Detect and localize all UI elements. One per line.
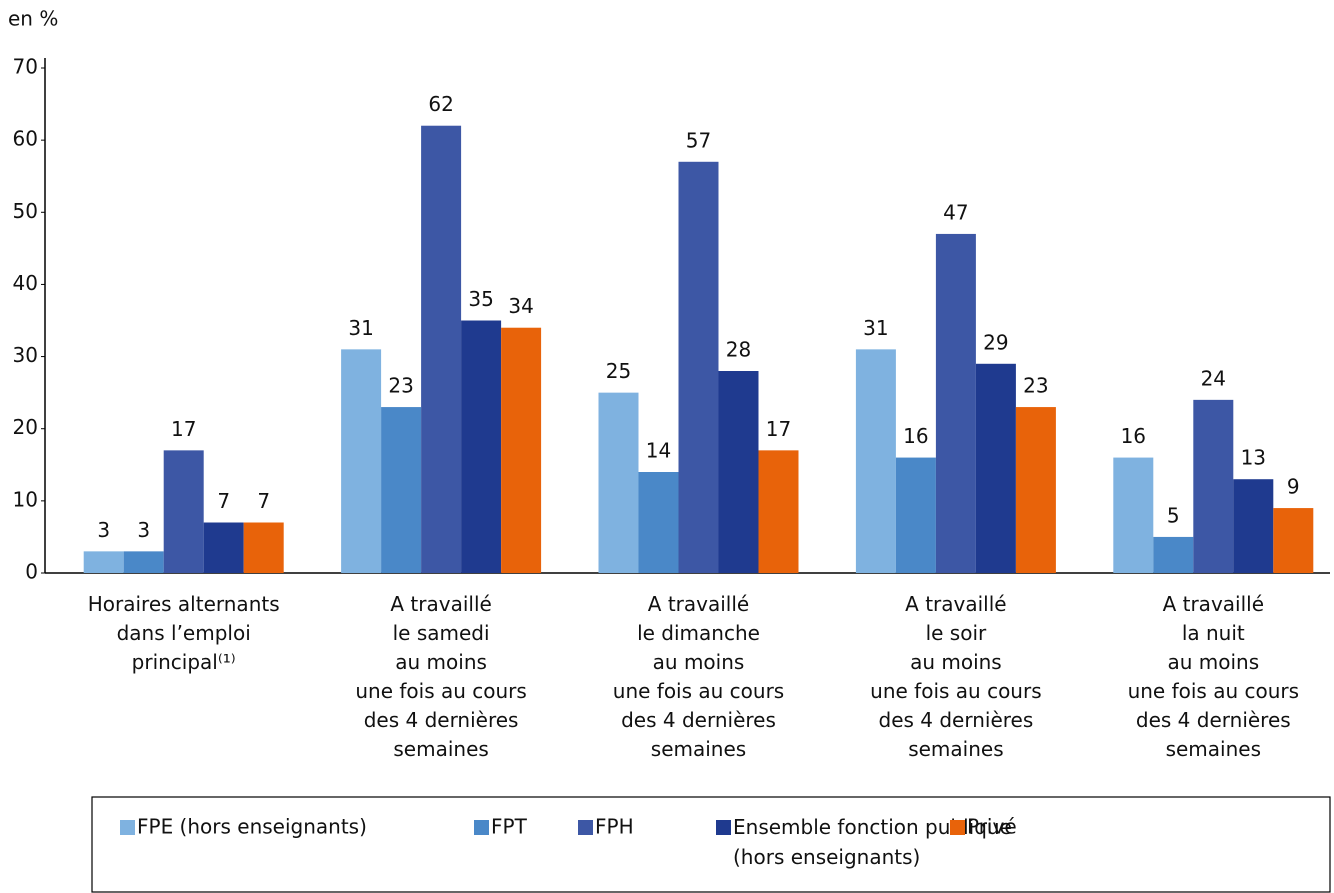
value-label: 31 (863, 316, 888, 340)
bar (598, 392, 639, 573)
value-label: 16 (903, 424, 928, 448)
y-axis-label: en % (8, 7, 58, 31)
bar (243, 522, 284, 573)
bar (1273, 508, 1314, 573)
bar (935, 233, 976, 573)
value-label: 57 (686, 128, 711, 152)
legend-swatch (950, 820, 965, 835)
bar (203, 522, 244, 573)
x-tick-label: A travaillé le dimanche au moins une fois a… (613, 592, 784, 761)
value-label: 34 (508, 294, 533, 318)
value-label: 31 (348, 316, 373, 340)
bar (1233, 479, 1274, 573)
y-tick-label: 20 (13, 415, 38, 439)
bar (1015, 407, 1056, 573)
bar (975, 363, 1016, 573)
bar (381, 407, 422, 573)
legend-swatch (120, 820, 135, 835)
legend-label: Ensemble fonction publique (hors enseigna… (733, 815, 1012, 869)
value-label: 24 (1201, 366, 1226, 390)
value-label: 9 (1287, 475, 1300, 499)
y-tick-label: 10 (13, 487, 38, 511)
bar (1193, 399, 1234, 573)
bar (855, 349, 896, 573)
legend-label: FPH (595, 815, 634, 839)
bar (461, 320, 502, 573)
legend-label: FPE (hors enseignants) (137, 815, 367, 839)
bar (83, 551, 124, 573)
bar (421, 125, 462, 573)
bar (718, 371, 759, 573)
y-tick-label: 50 (13, 199, 38, 223)
legend-label: FPT (491, 815, 528, 839)
bar (163, 450, 204, 573)
value-label: 35 (468, 287, 493, 311)
bar (123, 551, 164, 573)
bar (1113, 457, 1154, 573)
value-label: 13 (1241, 446, 1266, 470)
value-label: 3 (137, 518, 150, 542)
legend-label: Privé (967, 815, 1017, 839)
y-tick-label: 30 (13, 343, 38, 367)
legend-box (91, 796, 1331, 893)
value-label: 16 (1121, 424, 1146, 448)
value-label: 47 (943, 200, 968, 224)
y-tick-label: 0 (25, 560, 38, 584)
legend-swatch (716, 820, 731, 835)
value-label: 17 (766, 417, 791, 441)
value-label: 7 (217, 489, 230, 513)
value-label: 62 (428, 92, 453, 116)
value-label: 28 (726, 338, 751, 362)
bar (1153, 536, 1194, 573)
bar (895, 457, 936, 573)
bar (638, 472, 679, 573)
x-tick-label: A travaillé le soir au moins une fois au co… (870, 592, 1041, 761)
y-tick-label: 40 (13, 271, 38, 295)
value-label: 17 (171, 417, 196, 441)
value-label: 3 (97, 518, 110, 542)
y-tick-label: 60 (13, 127, 38, 151)
value-label: 29 (983, 330, 1008, 354)
x-tick-label: A travaillé la nuit au moins une fois au co… (1128, 592, 1299, 761)
value-label: 7 (257, 489, 270, 513)
bar (501, 327, 542, 573)
value-label: 14 (646, 439, 671, 463)
x-tick-label: A travaillé le samedi au moins une fois au … (355, 592, 526, 761)
bar (678, 161, 719, 574)
value-label: 23 (388, 374, 413, 398)
value-label: 23 (1023, 374, 1048, 398)
legend-swatch (578, 820, 593, 835)
y-tick-label: 70 (13, 55, 38, 79)
x-tick-label: Horaires alternants dans l’emploi principa… (88, 592, 280, 674)
value-label: 25 (606, 359, 631, 383)
bar (341, 349, 382, 573)
value-label: 5 (1167, 503, 1180, 527)
bar (758, 450, 799, 573)
legend-swatch (474, 820, 489, 835)
